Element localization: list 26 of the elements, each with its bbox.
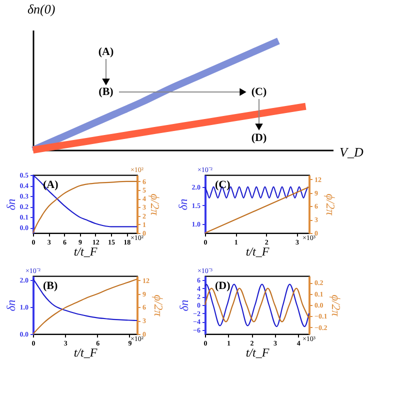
line-series <box>32 180 138 234</box>
x-axis-title: t/t_F <box>74 346 98 360</box>
y-axis-title: δn <box>177 300 192 312</box>
annotation: (D) <box>251 132 267 144</box>
y-axis-title: δn <box>4 198 18 210</box>
line-series <box>32 174 138 228</box>
line-series <box>32 278 138 322</box>
y-axis-title: δn <box>4 300 18 312</box>
y2-axis-title: ϕ/2π <box>148 194 162 216</box>
annotation: (C) <box>251 86 267 98</box>
annotation: (B) <box>43 280 58 292</box>
line-series <box>32 278 138 335</box>
annotation: (A) <box>43 179 59 191</box>
y2-axis-title: ϕ/2π <box>324 194 338 216</box>
y2-axis-title: ϕ/2π <box>152 294 166 318</box>
y-axis-title: δn(0) <box>28 2 56 16</box>
x-axis-title: t/t_F <box>246 346 270 360</box>
x-axis-title: t/t_F <box>74 244 98 258</box>
annotation: (B) <box>98 86 114 98</box>
annotation: (A) <box>98 46 114 58</box>
annotation: (D) <box>215 280 231 292</box>
annotation: (C) <box>215 179 231 191</box>
y2-axis-title: ϕ/2π <box>329 294 344 318</box>
x-axis-title: t/t_F <box>246 244 270 258</box>
y-axis-title: δn <box>176 198 190 210</box>
x-axis-title: V_D <box>340 144 364 160</box>
